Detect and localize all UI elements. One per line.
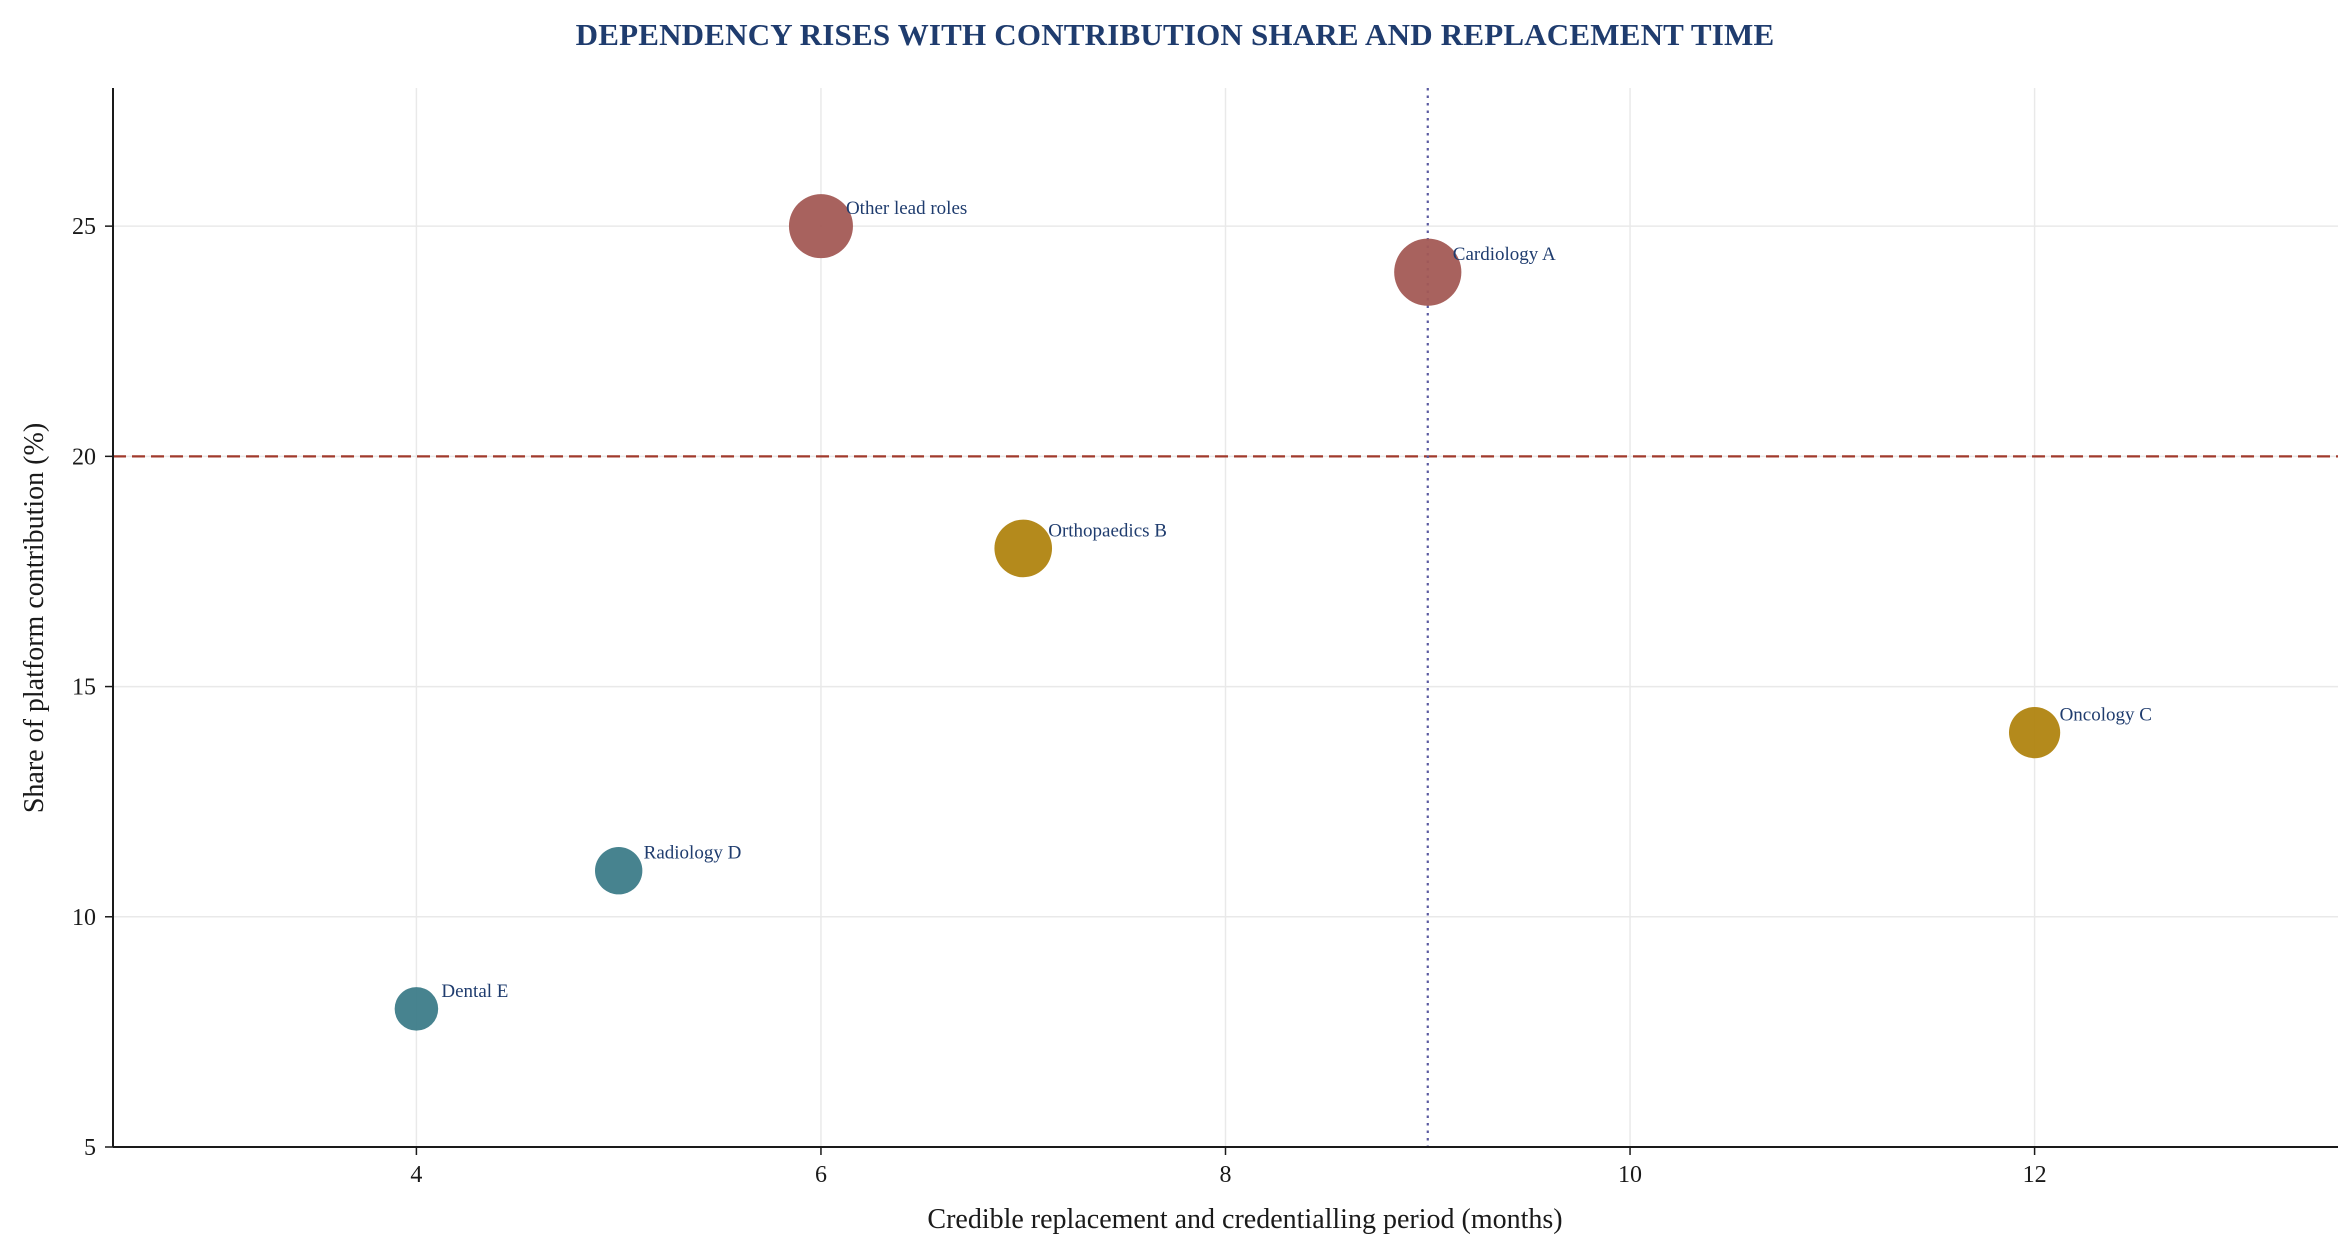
- x-tick-label: 10: [1618, 1162, 1642, 1188]
- y-tick-label: 5: [84, 1135, 96, 1161]
- data-point: [2008, 707, 2061, 759]
- y-axis-label: Share of platform contribution (%): [19, 423, 50, 813]
- point-label: Other lead roles: [846, 198, 967, 219]
- x-tick-label: 8: [1220, 1162, 1232, 1188]
- x-axis-label: Credible replacement and credentialling …: [927, 1204, 1562, 1235]
- y-tick-label: 15: [72, 675, 96, 701]
- x-tick-label: 6: [815, 1162, 827, 1188]
- x-tick-label: 4: [410, 1162, 422, 1188]
- y-tick-label: 25: [72, 214, 96, 240]
- reference-lines: [113, 88, 2338, 1147]
- chart-title: DEPENDENCY RISES WITH CONTRIBUTION SHARE…: [576, 17, 1775, 52]
- data-points: [394, 194, 2061, 1031]
- x-tick-label: 12: [2023, 1162, 2047, 1188]
- data-point: [394, 987, 439, 1031]
- point-label: Orthopaedics B: [1048, 520, 1167, 541]
- point-labels: Other lead roles Cardiology A Orthopaedics…: [441, 198, 2152, 1002]
- x-ticks: 4 6 8 10 12: [410, 1147, 2047, 1188]
- data-point: [788, 194, 853, 259]
- y-tick-label: 20: [72, 444, 96, 470]
- point-label: Cardiology A: [1453, 244, 1556, 265]
- data-point: [994, 519, 1053, 578]
- point-label: Radiology D: [644, 843, 742, 864]
- data-point: [595, 847, 643, 895]
- point-label: Oncology C: [2060, 705, 2152, 726]
- point-label: Dental E: [441, 981, 508, 1002]
- y-tick-label: 10: [72, 905, 96, 931]
- data-point: [1394, 238, 1462, 306]
- y-ticks: 5 10 15 20 25: [72, 214, 113, 1161]
